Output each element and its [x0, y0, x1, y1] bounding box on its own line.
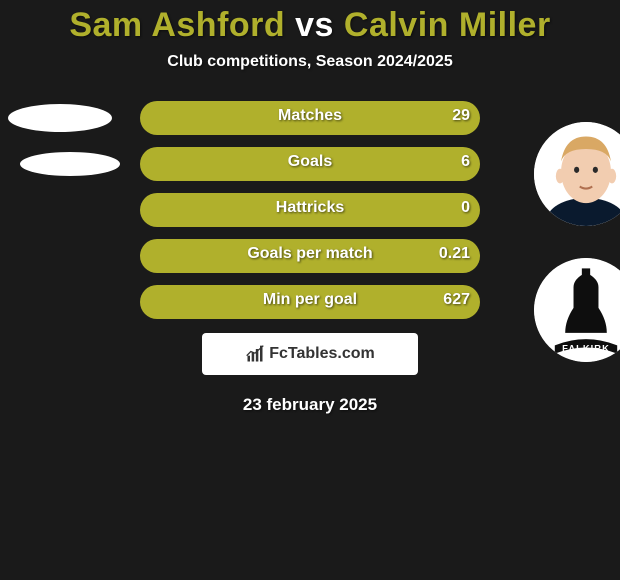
page-title: Sam Ashford vs Calvin Miller [0, 6, 620, 45]
subtitle: Club competitions, Season 2024/2025 [0, 53, 620, 71]
stat-row: Goals 6 [0, 147, 620, 181]
player1-bar [20, 152, 120, 176]
player2-name: Calvin Miller [344, 6, 551, 44]
brand-badge[interactable]: FcTables.com [202, 333, 418, 375]
stat-row: Matches 29 [0, 101, 620, 135]
stat-row: Hattricks 0 [0, 193, 620, 227]
vs-text: vs [295, 6, 334, 44]
stat-value-right: 0.21 [439, 245, 470, 263]
stat-label: Hattricks [276, 199, 344, 217]
stat-row: Min per goal 627 [0, 285, 620, 319]
chart-icon [245, 344, 265, 364]
stat-label: Matches [278, 107, 342, 125]
stat-value-right: 29 [452, 107, 470, 125]
player1-name: Sam Ashford [69, 6, 285, 44]
stat-value-right: 6 [461, 153, 470, 171]
stat-label: Min per goal [263, 291, 357, 309]
stat-label: Goals per match [247, 245, 372, 263]
stats-block: Matches 29 Goals 6 Hattricks 0 Goals per match… [0, 101, 620, 319]
date-text: 23 february 2025 [0, 395, 620, 415]
comparison-card: Sam Ashford vs Calvin Miller Club compet… [0, 0, 620, 580]
stat-label: Goals [288, 153, 332, 171]
stat-value-right: 0 [461, 199, 470, 217]
player1-bar [8, 104, 112, 132]
stat-value-right: 627 [443, 291, 470, 309]
brand-text: FcTables.com [269, 345, 375, 363]
stat-row: Goals per match 0.21 [0, 239, 620, 273]
svg-text:FALKIRK: FALKIRK [562, 344, 610, 354]
